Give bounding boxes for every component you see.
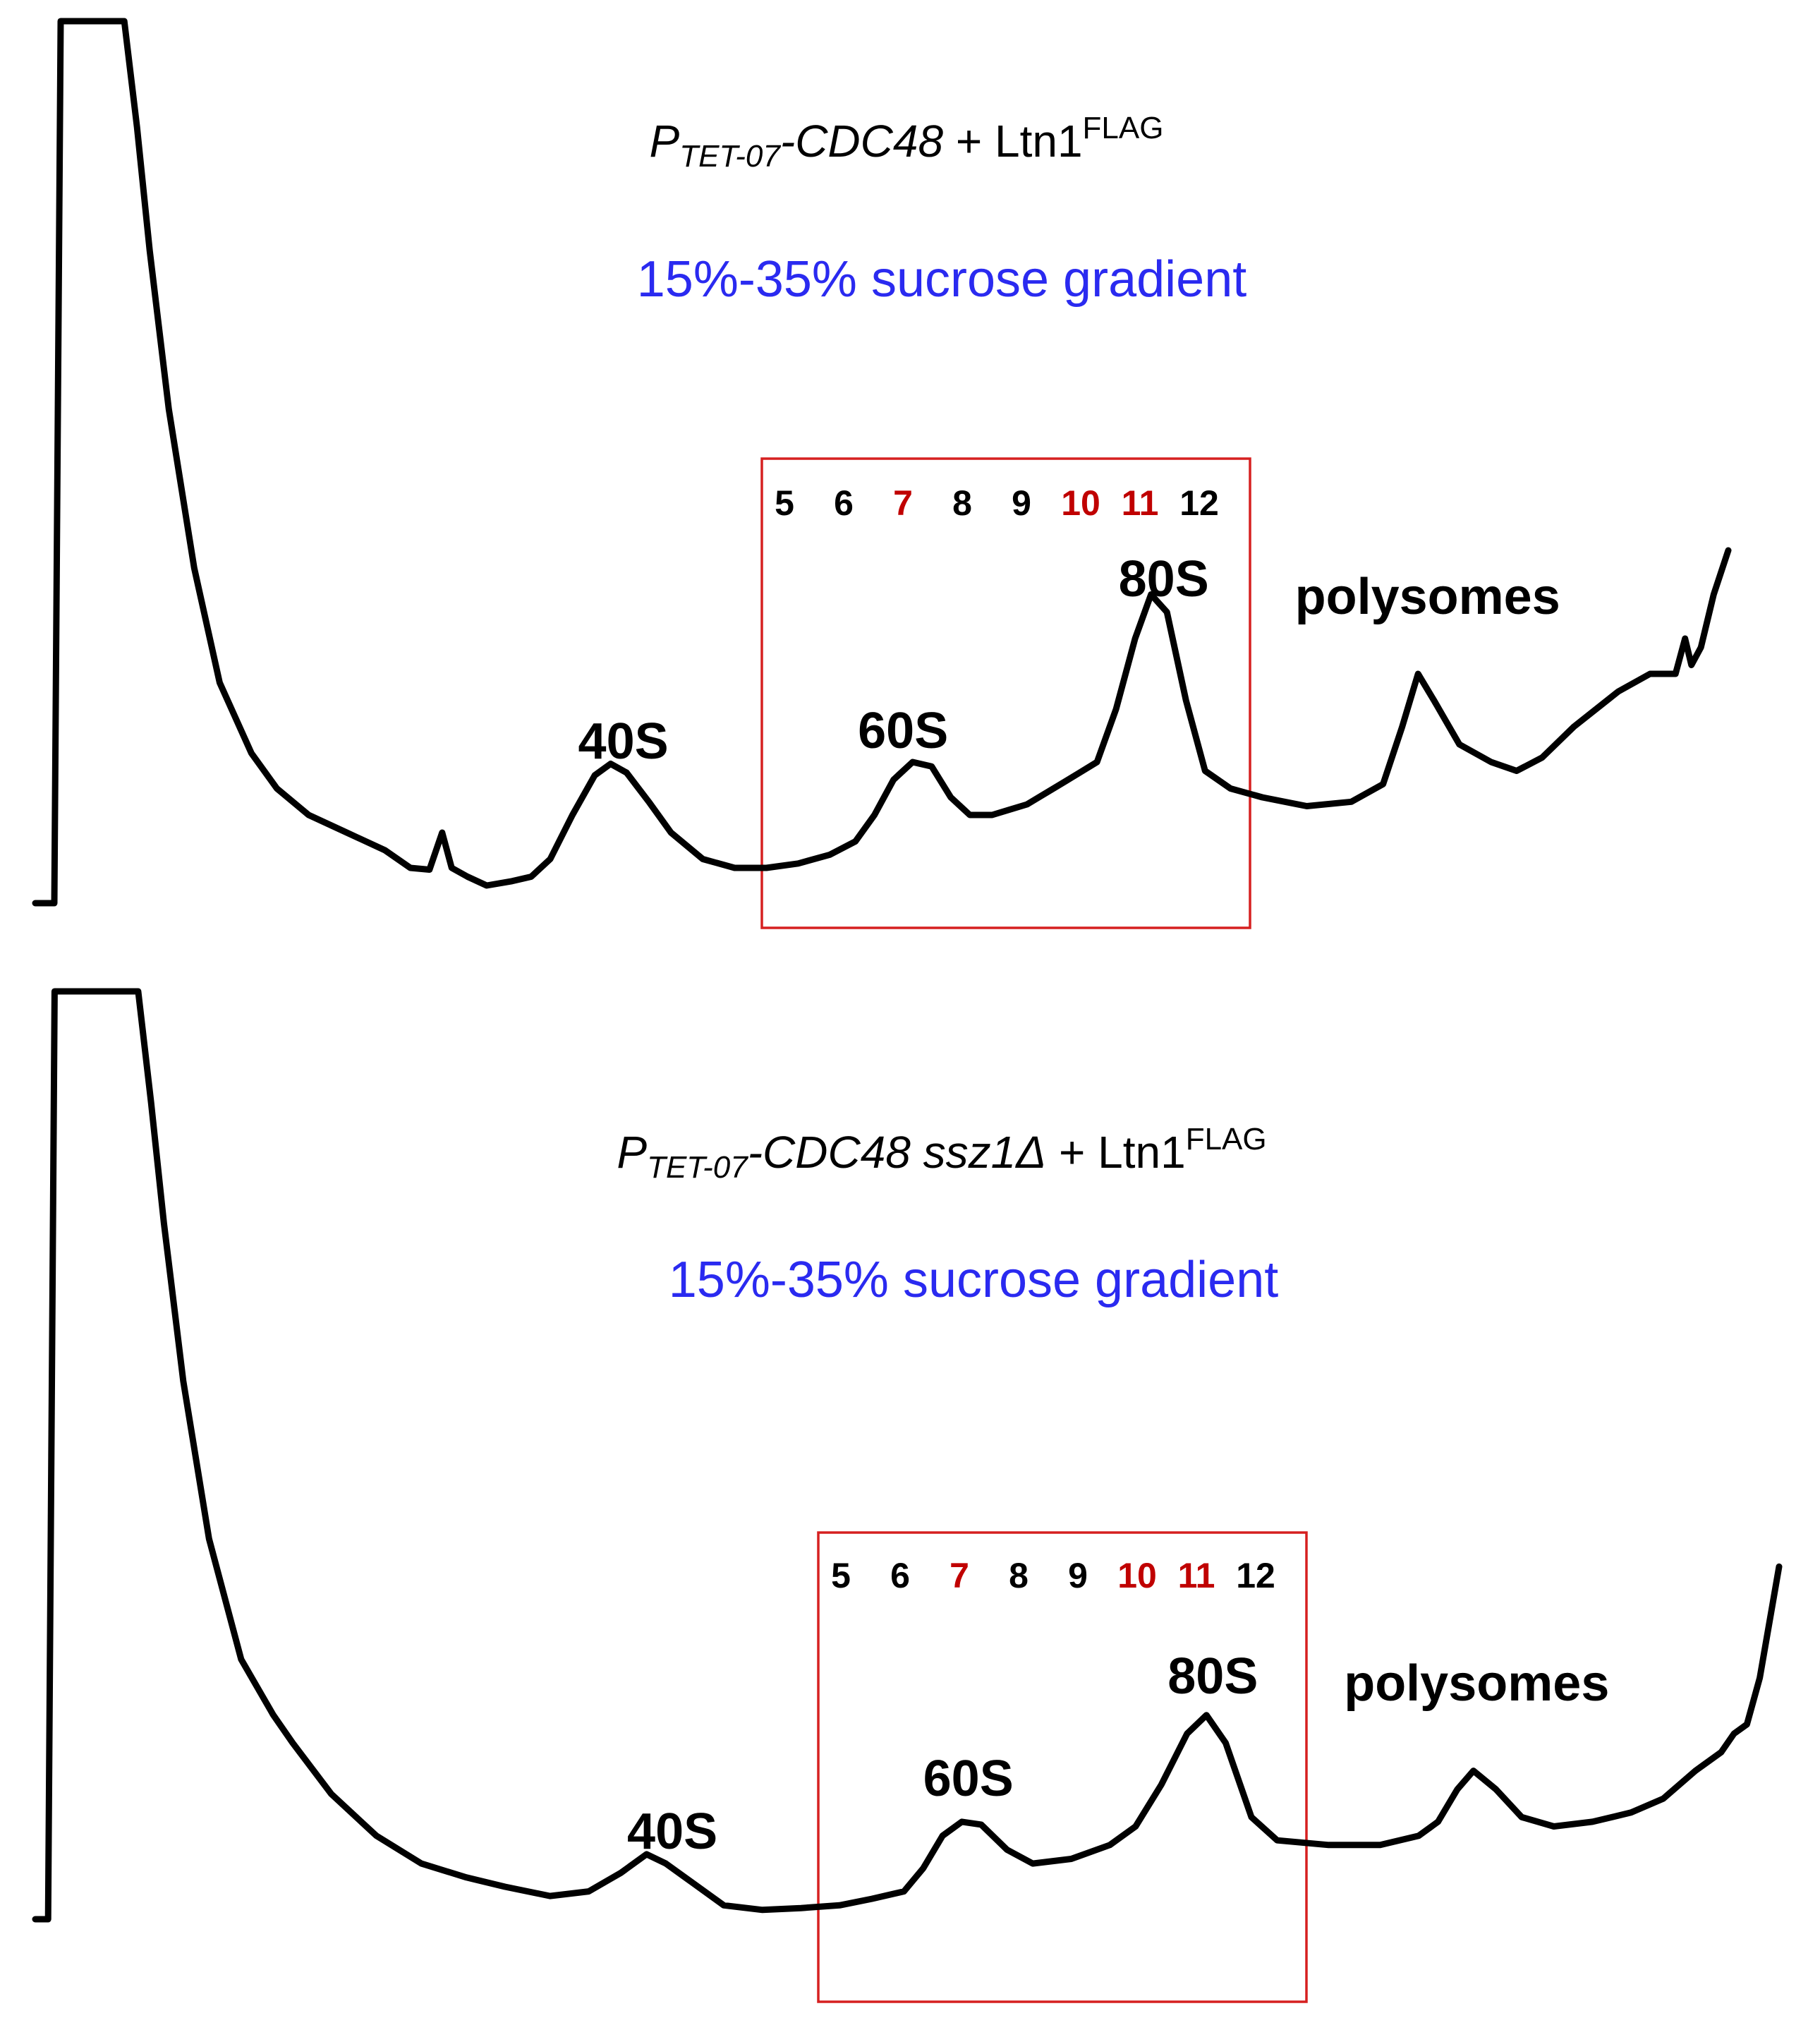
panel-top-fraction-box (760, 457, 1251, 929)
peak-label: 60S (858, 703, 948, 759)
panel-bottom-fraction-labels: 5 6 7 8 9 10 11 12 (831, 1556, 1275, 1595)
fraction-label: 9 (1068, 1556, 1088, 1595)
fraction-label: 8 (952, 483, 972, 523)
fraction-label: 10 (1117, 1556, 1157, 1595)
panel-bottom: PTET-07-CDC48 ssz1Δ + Ltn1FLAG 15%-35% s… (32, 988, 1783, 2003)
fraction-label: 7 (893, 483, 913, 523)
fraction-label: 12 (1236, 1556, 1275, 1595)
fraction-label: 11 (1122, 483, 1159, 523)
panel-bottom-peak-labels: 40S 60S 80S polysomes (627, 1648, 1609, 1860)
fraction-label: 8 (1009, 1556, 1029, 1595)
fraction-label: 5 (775, 483, 794, 523)
panel-top-subtitle: 15%-35% sucrose gradient (637, 251, 1247, 308)
panel-bottom-absorbance-trace (32, 988, 1783, 1923)
peak-label: 80S (1119, 551, 1209, 608)
panel-bottom-subtitle: 15%-35% sucrose gradient (669, 1252, 1279, 1308)
fraction-label: 9 (1012, 483, 1031, 523)
panel-top: PTET-07-CDC48 + Ltn1FLAG 15%-35% sucrose… (32, 18, 1732, 929)
peak-label: polysomes (1295, 569, 1560, 625)
peak-label: polysomes (1344, 1655, 1609, 1712)
panel-top-title: PTET-07-CDC48 + Ltn1FLAG (650, 111, 1164, 174)
fraction-label: 10 (1061, 483, 1100, 523)
fraction-label: 6 (890, 1556, 910, 1595)
fraction-label: 6 (834, 483, 854, 523)
peak-label: 40S (627, 1803, 717, 1860)
panel-top-fraction-labels: 5 6 7 8 9 10 11 12 (775, 483, 1219, 523)
peak-label: 40S (578, 713, 669, 770)
panel-top-peak-labels: 40S 60S 80S polysomes (578, 551, 1560, 770)
peak-label: 60S (923, 1751, 1014, 1807)
fraction-label: 12 (1179, 483, 1219, 523)
panel-top-absorbance-trace (32, 18, 1732, 907)
fraction-label: 7 (950, 1556, 969, 1595)
panel-bottom-fraction-box (817, 1531, 1308, 2003)
panel-bottom-title: PTET-07-CDC48 ssz1Δ + Ltn1FLAG (617, 1122, 1266, 1185)
fraction-label: 11 (1178, 1556, 1215, 1595)
fraction-label: 5 (831, 1556, 851, 1595)
peak-label: 80S (1167, 1648, 1258, 1705)
